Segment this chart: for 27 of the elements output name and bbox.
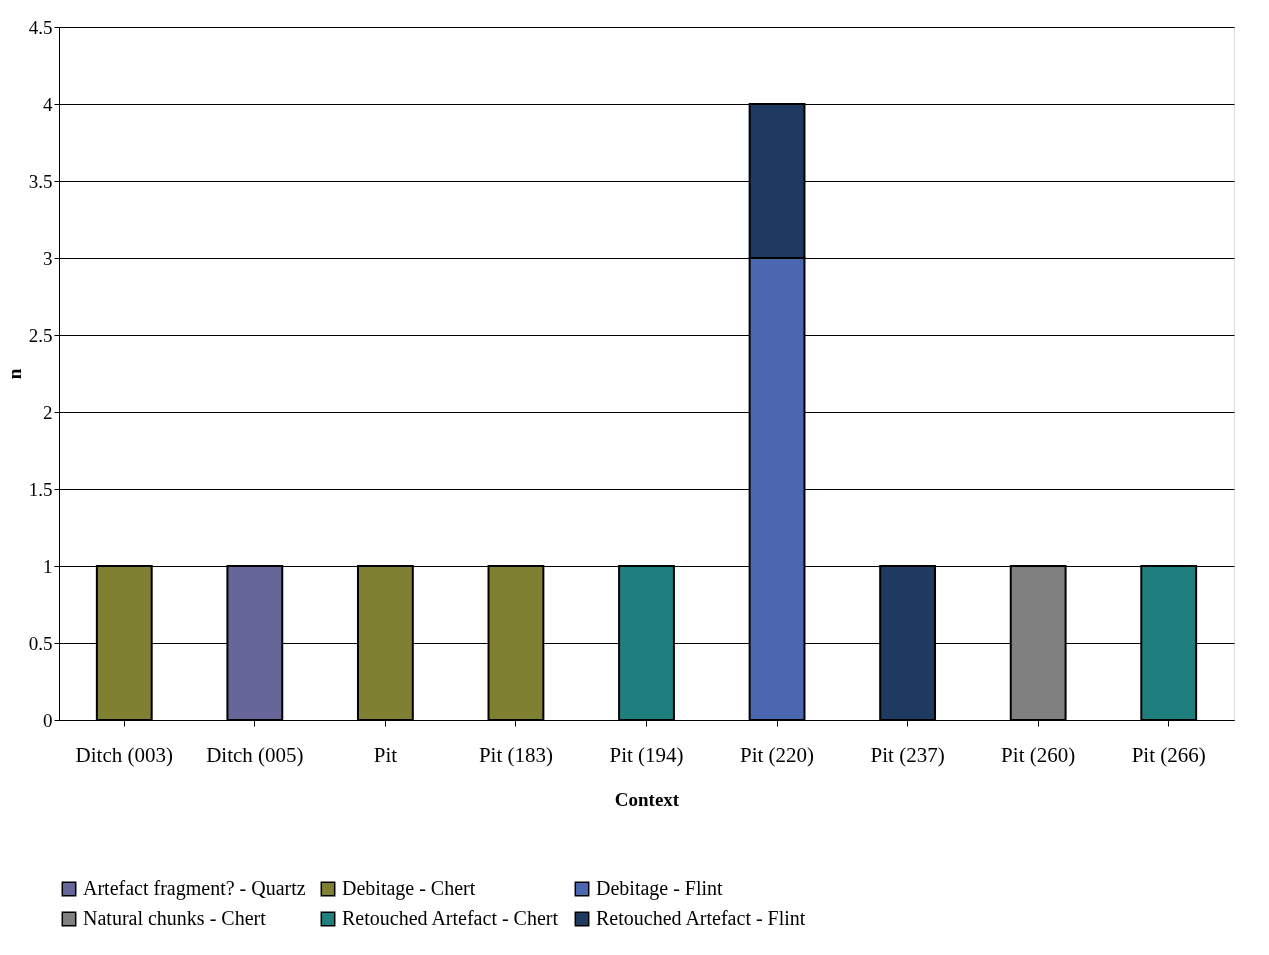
x-tick-label: Pit (237)	[870, 742, 945, 767]
y-tick-label: 2.5	[28, 324, 53, 346]
y-tick-label: 4	[43, 93, 53, 115]
legend-label: Retouched Artefact - Chert	[342, 907, 559, 929]
x-tick-label: Pit	[373, 742, 398, 767]
x-axis-title: Context	[614, 788, 680, 810]
x-tick-label: Ditch (005)	[206, 742, 304, 767]
legend-label: Retouched Artefact - Flint	[596, 907, 806, 929]
y-tick-label: 3.5	[28, 170, 53, 192]
y-tick-label: 0.5	[28, 632, 53, 654]
x-tick-label: Ditch (003)	[75, 742, 173, 767]
y-axis-title: n	[3, 368, 25, 380]
y-tick-label: 2	[43, 401, 53, 423]
x-tick-label: Pit (220)	[740, 742, 815, 767]
y-tick-label: 3	[43, 247, 53, 269]
legend-label: Natural chunks - Chert	[83, 907, 267, 929]
legend-label: Artefact fragment? - Quartz	[83, 877, 306, 900]
y-tick-label: 1	[43, 555, 53, 577]
x-tick-label: Pit (266)	[1131, 742, 1206, 767]
x-tick-label: Pit (183)	[478, 742, 553, 767]
legend-label: Debitage - Chert	[342, 877, 476, 900]
y-tick-label: 1.5	[28, 478, 53, 500]
x-tick-label: Pit (260)	[1001, 742, 1076, 767]
y-tick-label: 0	[43, 709, 53, 731]
x-tick-label: Pit (194)	[609, 742, 684, 767]
y-tick-label: 4.5	[28, 16, 53, 38]
legend-label: Debitage - Flint	[596, 877, 724, 900]
